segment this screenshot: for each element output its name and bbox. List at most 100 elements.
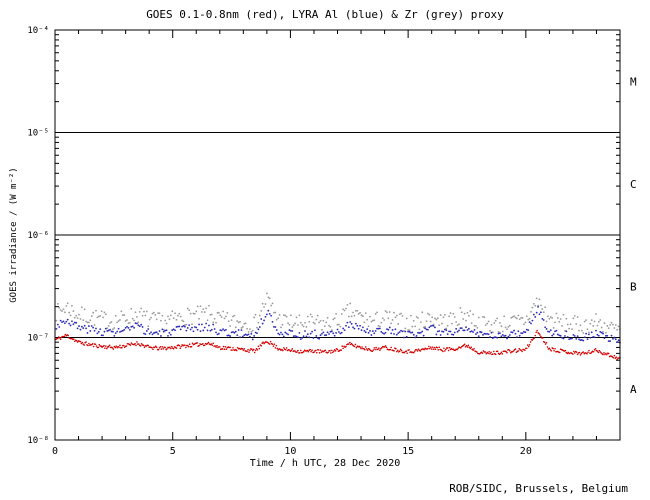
data-point [422,334,425,337]
data-point [162,328,165,331]
data-point [367,325,370,328]
data-point [446,324,449,327]
data-point [437,349,440,351]
data-point [393,350,395,352]
data-point [95,345,98,347]
data-point [114,314,117,317]
data-point [247,330,250,333]
data-point [82,327,85,329]
data-point [488,350,490,353]
data-point [596,324,599,327]
data-point [552,327,555,329]
data-point [147,344,150,347]
data-point [448,315,450,318]
data-point [95,309,97,312]
data-point [603,352,605,354]
data-point [136,341,138,343]
data-point [427,312,429,315]
data-point [107,325,110,327]
data-point [377,327,380,330]
data-point [133,319,136,322]
data-point [518,318,521,321]
data-point [582,351,585,353]
data-point [331,349,333,352]
data-point [357,312,360,315]
data-point [467,327,470,330]
data-point [280,326,282,329]
data-point [162,347,165,350]
data-point [327,351,329,354]
data-point [325,321,328,324]
data-point [448,330,450,333]
data-point [198,344,200,347]
data-point [87,344,89,347]
data-point [152,332,155,334]
data-point [580,329,583,332]
data-point [572,353,574,355]
data-point [538,313,541,316]
data-point [261,342,263,345]
data-point [412,319,415,322]
data-point [545,328,548,330]
data-point [408,349,410,351]
data-point [476,331,479,334]
data-point [434,317,436,320]
data-point [527,329,530,332]
data-point [556,333,559,336]
data-point [239,320,241,323]
data-point [387,328,390,331]
data-point [551,334,554,337]
data-point [225,348,228,350]
data-point [299,338,302,341]
data-point [496,350,499,353]
data-point [167,315,169,318]
data-point [145,310,148,313]
data-point [290,349,293,352]
data-point [96,316,99,319]
data-point [201,311,203,313]
data-point [232,331,234,333]
data-point [154,346,156,349]
data-point [212,321,215,324]
data-point [378,347,380,349]
data-point [186,344,189,347]
data-point [424,325,426,328]
data-point [122,344,125,347]
data-point [565,317,568,320]
data-point [137,321,140,324]
data-point [554,321,556,324]
data-point [470,346,473,349]
data-point [147,325,150,328]
y-tick-label: 10⁻⁸ [27,436,49,446]
data-point [263,319,265,322]
data-point [544,306,547,309]
data-point [463,343,466,346]
data-point [104,327,107,330]
data-point [169,314,172,317]
data-point [484,324,487,326]
data-point [184,325,186,328]
data-point [65,320,68,323]
data-point [599,331,602,333]
data-point [282,349,284,352]
data-point [473,324,476,327]
data-point [112,330,114,333]
data-point [178,344,181,347]
data-point [118,346,120,349]
data-point [477,316,480,319]
data-point [451,322,453,325]
data-point [521,317,524,319]
data-point [483,332,486,335]
data-point [229,325,232,327]
data-point [124,326,127,329]
data-point [433,346,436,349]
data-point [131,317,134,320]
data-point [373,332,376,335]
data-point [353,327,356,330]
data-point [195,326,198,329]
data-point [205,322,208,325]
data-point [497,330,500,333]
data-point [126,319,128,321]
data-point [136,322,138,325]
data-point [81,341,84,344]
